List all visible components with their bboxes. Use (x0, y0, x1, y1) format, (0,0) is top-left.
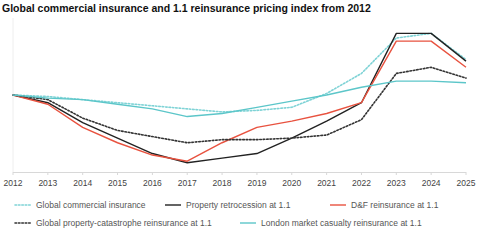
x-tick-label: 2023 (387, 178, 406, 188)
x-tick-label: 2024 (422, 178, 441, 188)
x-tick (152, 172, 153, 175)
x-tick-label: 2020 (282, 178, 301, 188)
legend-label: London market casualty reinsurance at 1.… (261, 218, 422, 228)
chart: Global commercial insurance and 1.1 rein… (0, 0, 480, 239)
x-tick (222, 172, 223, 175)
x-tick (291, 172, 292, 175)
x-tick (326, 172, 327, 175)
legend-swatch (15, 222, 31, 224)
legend-swatch (240, 222, 256, 223)
legend-item: Global commercial insurance (15, 200, 146, 210)
x-tick (361, 172, 362, 175)
x-tick (117, 172, 118, 175)
legend-swatch (330, 204, 346, 205)
legend-label: Global property-catastrophe reinsurance … (36, 218, 212, 228)
x-tick (396, 172, 397, 175)
x-tick-label: 2019 (247, 178, 266, 188)
x-tick-label: 2022 (352, 178, 371, 188)
x-tick (47, 172, 48, 175)
x-tick (13, 172, 14, 175)
legend-item: Property retrocession at 1.1 (165, 200, 291, 210)
x-tick-label: 2016 (143, 178, 162, 188)
x-tick-label: 2015 (108, 178, 127, 188)
x-tick-label: 2021 (317, 178, 336, 188)
x-tick (187, 172, 188, 175)
x-tick-label: 2013 (38, 178, 57, 188)
series-line (13, 67, 466, 142)
x-tick-label: 2018 (213, 178, 232, 188)
legend-item: D&F reinsurance at 1.1 (330, 200, 439, 210)
x-tick (431, 172, 432, 175)
series-line (13, 41, 466, 161)
legend-label: D&F reinsurance at 1.1 (351, 200, 439, 210)
legend-item: Global property-catastrophe reinsurance … (15, 218, 212, 228)
legend-item: London market casualty reinsurance at 1.… (240, 218, 422, 228)
title: Global commercial insurance and 1.1 rein… (2, 2, 371, 14)
x-axis (13, 172, 466, 173)
series-line (13, 33, 466, 162)
legend-swatch (15, 204, 31, 206)
x-tick-label: 2012 (4, 178, 23, 188)
x-tick-label: 2025 (457, 178, 476, 188)
x-tick (256, 172, 257, 175)
plot-lines (13, 33, 466, 162)
x-tick (82, 172, 83, 175)
x-tick-label: 2017 (178, 178, 197, 188)
legend-swatch (165, 204, 181, 205)
legend-label: Global commercial insurance (36, 200, 146, 210)
legend-label: Property retrocession at 1.1 (186, 200, 291, 210)
series-line (13, 81, 466, 116)
x-tick-label: 2014 (73, 178, 92, 188)
x-tick (466, 172, 467, 175)
